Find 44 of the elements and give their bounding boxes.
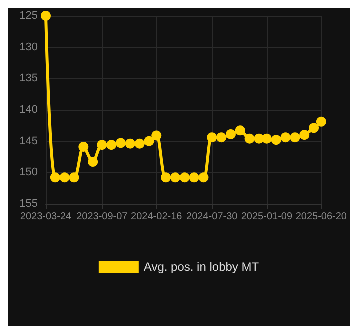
point [271, 135, 282, 146]
point [207, 132, 218, 143]
point [60, 172, 70, 183]
point [180, 172, 190, 183]
point [161, 172, 172, 183]
point [309, 123, 320, 134]
y-tick-label: 130 [20, 41, 38, 54]
y-tick-label: 145 [20, 135, 38, 148]
x-tick-label: 2024-07-30 [186, 212, 238, 222]
y-tick-label: 125 [20, 10, 38, 22]
x-tick-label: 2025-06-20 [296, 212, 348, 222]
y-tick-label: 135 [20, 72, 38, 85]
point [244, 134, 255, 144]
point [300, 130, 310, 140]
x-tick-label: 2024-02-16 [131, 212, 183, 222]
point [198, 172, 209, 183]
point [97, 140, 108, 150]
point [280, 132, 291, 143]
point [88, 157, 98, 168]
point [50, 172, 60, 183]
point [78, 142, 89, 152]
point [41, 11, 51, 21]
point [235, 126, 246, 136]
y-tick-label: 150 [20, 166, 38, 179]
point [316, 116, 326, 127]
y-tick-label: 155 [20, 198, 38, 210]
point [226, 129, 236, 140]
legend-label: Avg. pos. in lobby MT [144, 260, 260, 274]
point [262, 134, 272, 144]
point [170, 172, 180, 183]
y-tick-label: 140 [20, 104, 38, 116]
point [152, 130, 162, 141]
point [69, 172, 80, 183]
point [216, 132, 227, 143]
point [106, 140, 117, 150]
x-tick-label: 2025-01-09 [241, 212, 293, 222]
point [144, 136, 154, 146]
point [116, 138, 126, 148]
point [290, 132, 300, 143]
x-tick-label: 2023-03-24 [20, 212, 72, 222]
point [134, 138, 145, 149]
point [189, 172, 200, 183]
point [125, 138, 136, 149]
x-tick-label: 2023-09-07 [76, 212, 128, 222]
